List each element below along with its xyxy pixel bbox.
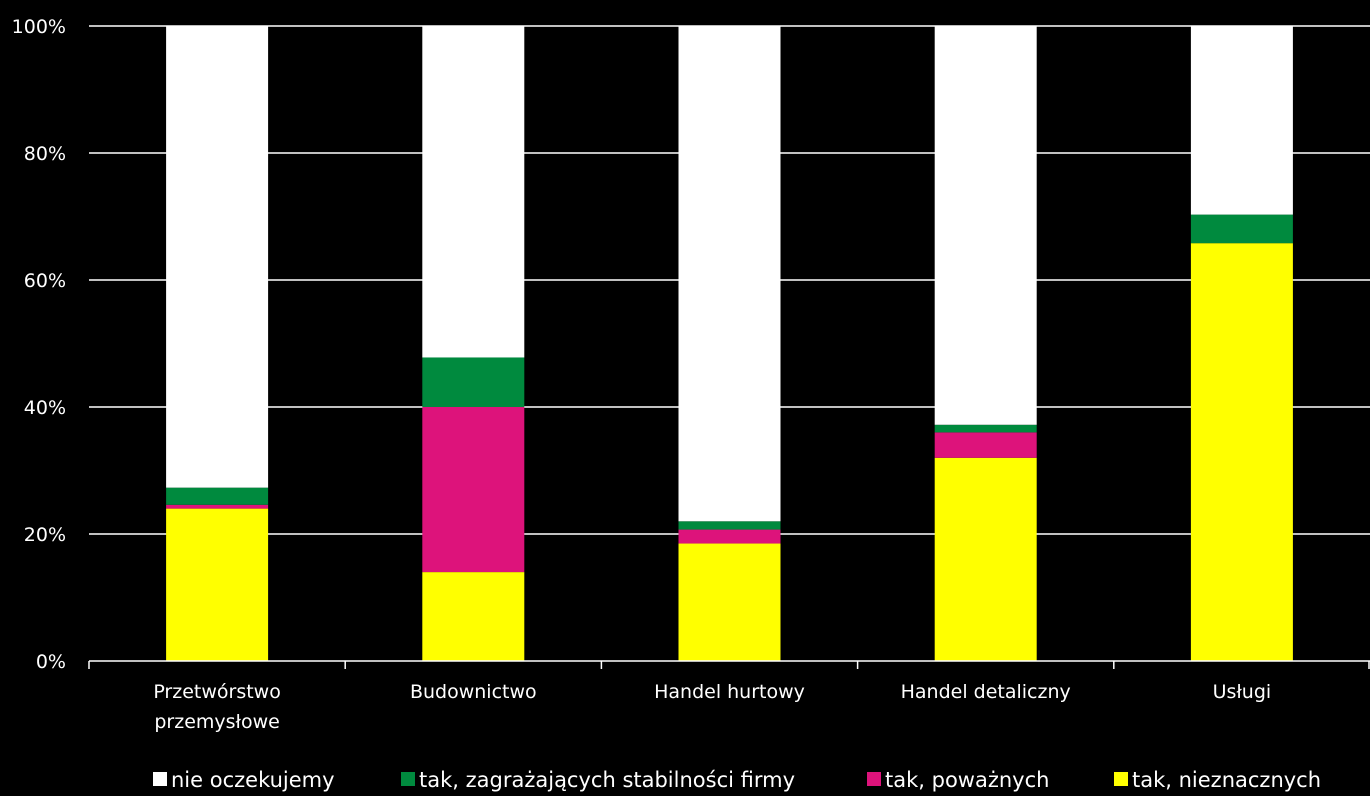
y-tick-label: 100% (12, 16, 66, 38)
bar-segment (934, 432, 1037, 458)
bars (166, 26, 1293, 662)
legend-label: tak, zagrażających stabilności firmy (419, 768, 795, 792)
legend-swatch (153, 772, 167, 786)
category-label: przemysłowe (154, 711, 279, 733)
legend-label: tak, poważnych (885, 768, 1049, 792)
bar-segment (678, 26, 781, 522)
legend-item: tak, nieznacznych (1114, 768, 1321, 792)
legend-item: nie oczekujemy (153, 768, 335, 792)
legend-label: tak, nieznacznych (1132, 768, 1321, 792)
bar-segment (1190, 243, 1293, 662)
category-label: Handel detaliczny (901, 681, 1071, 703)
legend-item: tak, zagrażających stabilności firmy (401, 768, 795, 792)
bar-segment (166, 504, 269, 509)
bar-segment (678, 521, 781, 530)
y-axis: 0% 20% 40% 60% 80% 100% (12, 16, 66, 673)
legend-label: nie oczekujemy (171, 768, 335, 792)
bar-segment (678, 529, 781, 544)
bar-segment (934, 26, 1037, 425)
bar-segment (934, 457, 1037, 661)
bar-segment (166, 508, 269, 661)
bar-segment (1190, 214, 1293, 244)
legend: nie oczekujemy tak, zagrażających stabiln… (153, 768, 1321, 792)
legend-swatch (401, 772, 415, 786)
bar-segment (166, 26, 269, 488)
y-tick-label: 40% (24, 397, 66, 419)
bar-segment (678, 543, 781, 661)
bar-segment (422, 407, 525, 573)
category-label: Handel hurtowy (654, 681, 805, 703)
bar-segment (934, 424, 1037, 433)
bar-segment (422, 357, 525, 407)
category-label: Budownictwo (410, 681, 537, 703)
x-axis: Przetwórstwo przemysłowe Budownictwo Handel… (88, 660, 1370, 733)
y-tick-label: 80% (24, 143, 66, 165)
category-label: Usługi (1213, 681, 1272, 703)
bar-segment (1190, 26, 1293, 215)
bar-segment (422, 26, 525, 358)
bar-segment (422, 572, 525, 661)
y-tick-label: 20% (24, 524, 66, 546)
y-tick-label: 60% (24, 270, 66, 292)
y-tick-label: 0% (36, 651, 66, 673)
legend-item: tak, poważnych (867, 768, 1049, 792)
category-label: Przetwórstwo (153, 681, 281, 703)
legend-swatch (867, 772, 881, 786)
bar-segment (166, 487, 269, 505)
legend-swatch (1114, 772, 1128, 786)
